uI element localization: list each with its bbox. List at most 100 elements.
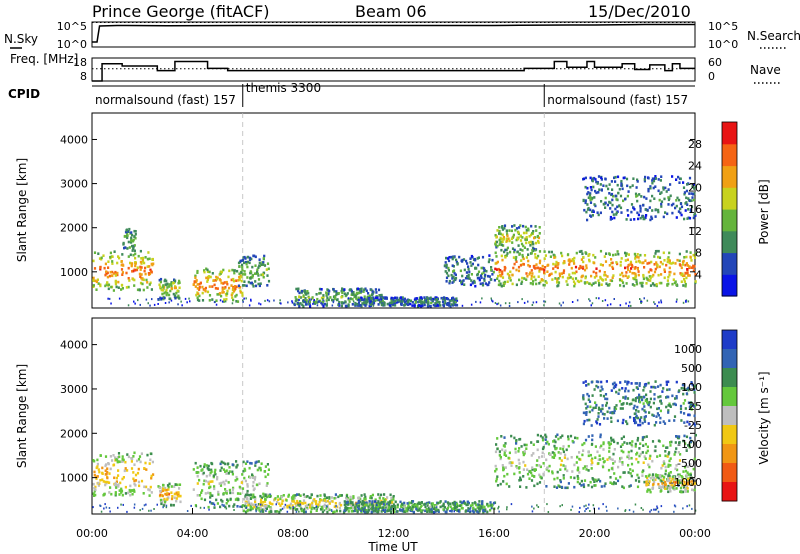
- scatter-cell: [469, 508, 471, 510]
- scatter-cell: [660, 480, 663, 483]
- scatter-cell: [214, 468, 217, 472]
- scatter-cell: [238, 265, 241, 268]
- scatter-cell: [509, 250, 512, 254]
- scatter-cell: [470, 264, 473, 267]
- noise-left-tick-bottom: 10^0: [57, 38, 87, 51]
- scatter-cell: [659, 179, 662, 182]
- scatter-cell: [114, 282, 117, 286]
- scatter-cell: [657, 210, 660, 214]
- scatter-cell: [604, 206, 607, 209]
- scatter-cell: [352, 291, 355, 294]
- scatter-cell: [166, 286, 169, 289]
- scatter-cell: [560, 459, 563, 462]
- scatter-cell: [594, 256, 597, 259]
- scatter-cell: [537, 236, 541, 240]
- scatter-cell: [490, 268, 493, 272]
- scatter-cell: [662, 188, 665, 191]
- scatter-cell: [279, 508, 282, 512]
- scatter-cell: [534, 225, 537, 228]
- scatter-cell: [690, 401, 693, 404]
- scatter-cell: [264, 494, 267, 498]
- scatter-cell: [228, 470, 231, 473]
- scatter-cell: [126, 510, 128, 513]
- scatter-cell: [599, 183, 602, 186]
- scatter-cell: [226, 498, 229, 501]
- scatter-cell: [608, 192, 611, 195]
- scatter-cell: [681, 274, 685, 278]
- scatter-cell: [670, 203, 673, 207]
- scatter-cell: [167, 492, 171, 496]
- scatter-cell: [634, 276, 637, 279]
- scatter-cell: [134, 479, 138, 482]
- scatter-cell: [680, 475, 683, 478]
- scatter-cell: [122, 503, 124, 506]
- scatter-cell: [610, 467, 613, 470]
- scatter-cell: [525, 486, 528, 489]
- scatter-cell: [668, 451, 671, 454]
- scatter-cell: [651, 473, 655, 476]
- scatter-cell: [133, 249, 136, 253]
- scatter-cell: [336, 298, 339, 302]
- scatter-cell: [227, 472, 230, 475]
- scatter-cell: [326, 504, 329, 507]
- scatter-cell: [582, 265, 585, 269]
- scatter-cell: [483, 279, 486, 282]
- scatter-cell: [652, 282, 655, 286]
- scatter-cell: [213, 283, 216, 287]
- scatter-cell: [569, 434, 573, 438]
- scatter-cell: [102, 480, 105, 483]
- scatter-cell: [343, 503, 346, 506]
- scatter-cell: [335, 505, 337, 507]
- scatter-cell: [627, 381, 630, 384]
- scatter-cell: [654, 215, 657, 218]
- scatter-cell: [405, 509, 408, 513]
- scatter-cell: [657, 482, 660, 486]
- scatter-cell: [664, 469, 667, 473]
- scatter-cell: [448, 279, 451, 283]
- scatter-cell: [581, 274, 584, 278]
- scatter-cell: [204, 479, 207, 483]
- scatter-cell: [331, 509, 333, 512]
- scatter-cell: [629, 185, 632, 189]
- scatter-cell: [643, 179, 646, 183]
- scatter-cell: [248, 466, 251, 470]
- scatter-cell: [367, 510, 370, 514]
- scatter-cell: [370, 496, 373, 500]
- scatter-cell: [519, 485, 522, 488]
- scatter-cell: [219, 469, 222, 472]
- y-tick-label: 4000: [60, 339, 88, 352]
- scatter-cell: [308, 297, 311, 300]
- scatter-cell: [188, 297, 190, 300]
- colorbar-tick-label: 25: [688, 400, 702, 413]
- scatter-cell: [514, 451, 517, 454]
- scatter-cell: [590, 485, 594, 489]
- scatter-cell: [148, 509, 150, 512]
- scatter-cell: [584, 201, 587, 205]
- scatter-cell: [364, 501, 367, 505]
- scatter-cell: [403, 510, 406, 513]
- scatter-cell: [96, 278, 99, 282]
- scatter-cell: [163, 497, 166, 501]
- scatter-cell: [587, 454, 590, 458]
- scatter-cell: [222, 492, 225, 495]
- scatter-cell: [539, 434, 542, 438]
- scatter-cell: [161, 501, 164, 504]
- scatter-cell: [222, 468, 225, 471]
- scatter-cell: [146, 257, 149, 261]
- scatter-cell: [130, 460, 133, 463]
- scatter-cell: [692, 264, 695, 268]
- scatter-cell: [541, 264, 544, 268]
- scatter-cell: [379, 506, 382, 509]
- scatter-cell: [263, 254, 266, 258]
- scatter-cell: [601, 263, 604, 267]
- scatter-cell: [657, 208, 660, 212]
- scatter-cell: [496, 260, 499, 264]
- scatter-cell: [340, 289, 343, 293]
- scatter-cell: [145, 278, 148, 282]
- scatter-cell: [118, 455, 121, 459]
- scatter-cell: [351, 297, 354, 301]
- scatter-cell: [350, 506, 353, 510]
- scatter-cell: [404, 300, 407, 304]
- scatter-cell: [563, 260, 566, 263]
